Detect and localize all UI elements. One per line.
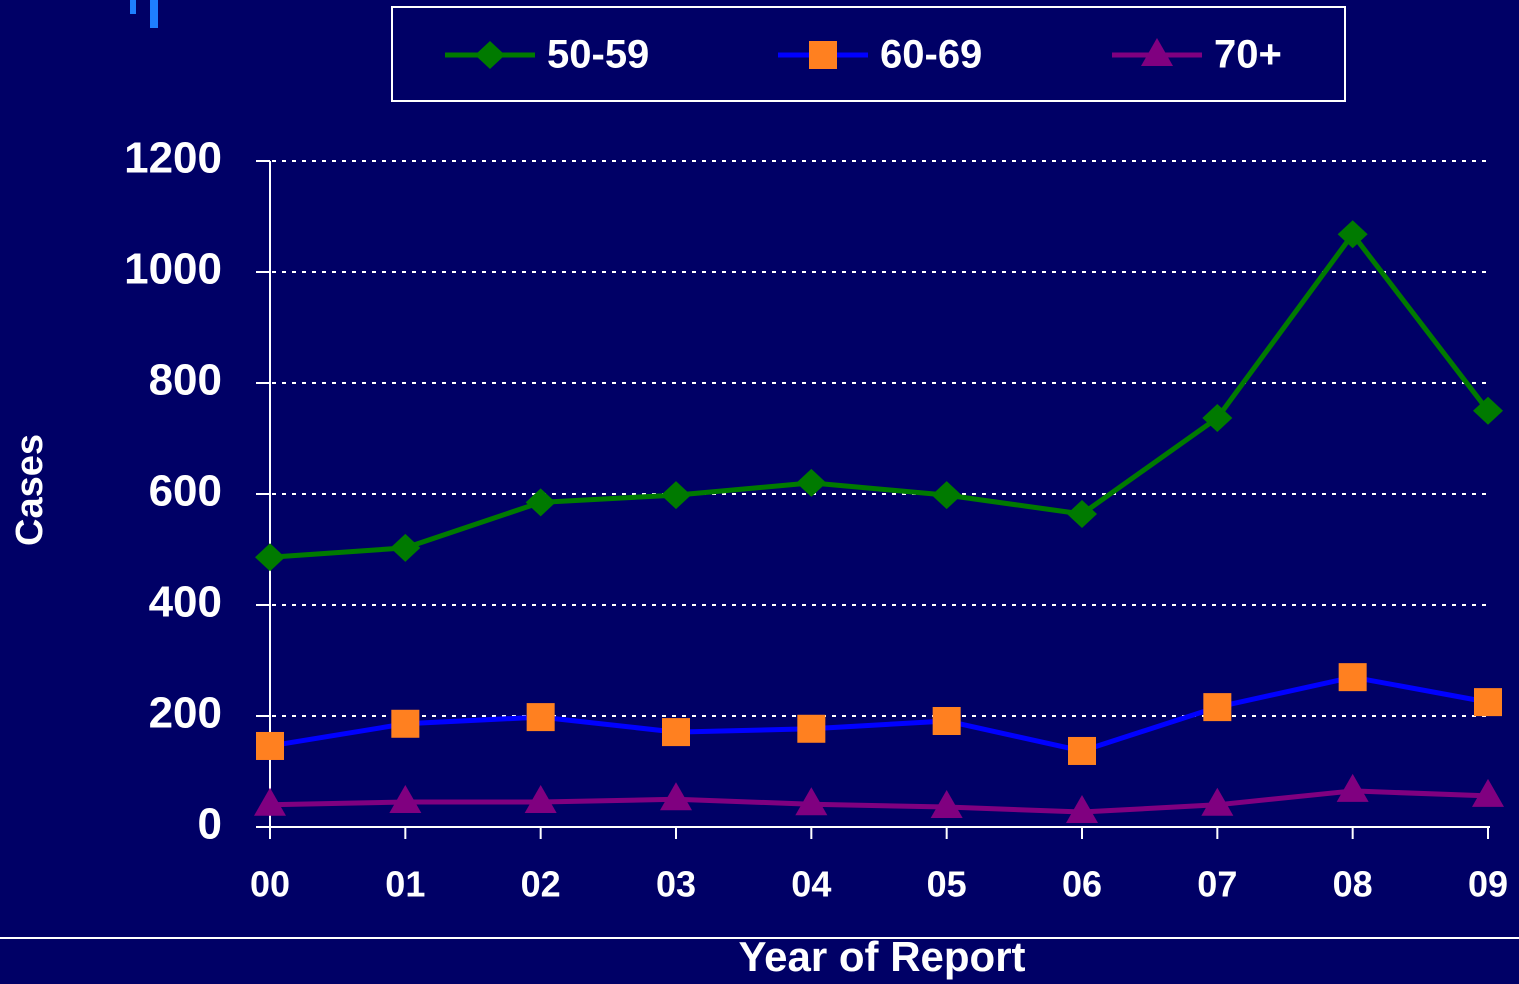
data-point [1067,499,1097,528]
x-tick-label: 02 [521,864,561,905]
data-point [1202,403,1233,432]
y-tick-label: 600 [149,467,222,516]
decoration [150,0,158,28]
data-point [1338,663,1367,692]
data-point [524,785,557,814]
x-axis-title: Year of Report [738,933,1025,980]
decoration [130,0,136,14]
data-point [796,468,827,497]
data-point [1336,773,1369,802]
legend-marker [809,41,837,69]
data-point [1203,693,1232,722]
legend-label: 70+ [1214,33,1282,77]
data-point [1337,220,1368,249]
y-tick-label: 1000 [124,245,222,294]
data-point [255,543,285,572]
legend-label: 60-69 [880,33,982,77]
data-point [931,481,962,510]
data-point [1474,688,1502,717]
x-tick-label: 07 [1197,864,1237,905]
x-tick-label: 03 [656,864,696,905]
y-tick-label: 200 [149,689,222,738]
x-tick-label: 00 [250,864,290,905]
y-tick-label: 0 [198,800,222,849]
y-axis-title: Cases [9,434,51,546]
x-tick-label: 09 [1468,864,1508,905]
data-point [390,533,421,562]
x-tick-label: 04 [791,864,831,905]
legend-box [391,6,1346,102]
data-point [254,787,286,816]
x-tick-label: 08 [1333,864,1373,905]
data-point [525,488,556,517]
data-point [1066,795,1098,824]
series-line [269,788,1489,815]
y-tick-label: 1200 [124,134,222,183]
data-point [391,709,420,738]
data-point [256,731,284,760]
series-line [269,674,1489,754]
legend-label: 50-59 [547,33,649,77]
data-point [795,787,828,816]
y-tick-label: 800 [149,356,222,405]
data-point [1068,736,1096,765]
legend-marker [475,41,505,69]
data-point [526,703,555,732]
x-tick-label: 05 [927,864,967,905]
data-point [1201,787,1234,816]
data-point [661,481,691,510]
y-tick-label: 400 [149,578,222,627]
data-point [932,706,961,735]
legend-marker [1141,38,1173,66]
x-tick-label: 06 [1062,864,1102,905]
data-point [389,785,422,814]
data-point [1473,396,1503,425]
data-point [1472,778,1504,807]
data-point [660,782,692,811]
data-point [930,790,963,819]
data-point [662,718,690,747]
series-line [269,231,1490,560]
data-point [797,714,826,743]
x-tick-label: 01 [385,864,425,905]
